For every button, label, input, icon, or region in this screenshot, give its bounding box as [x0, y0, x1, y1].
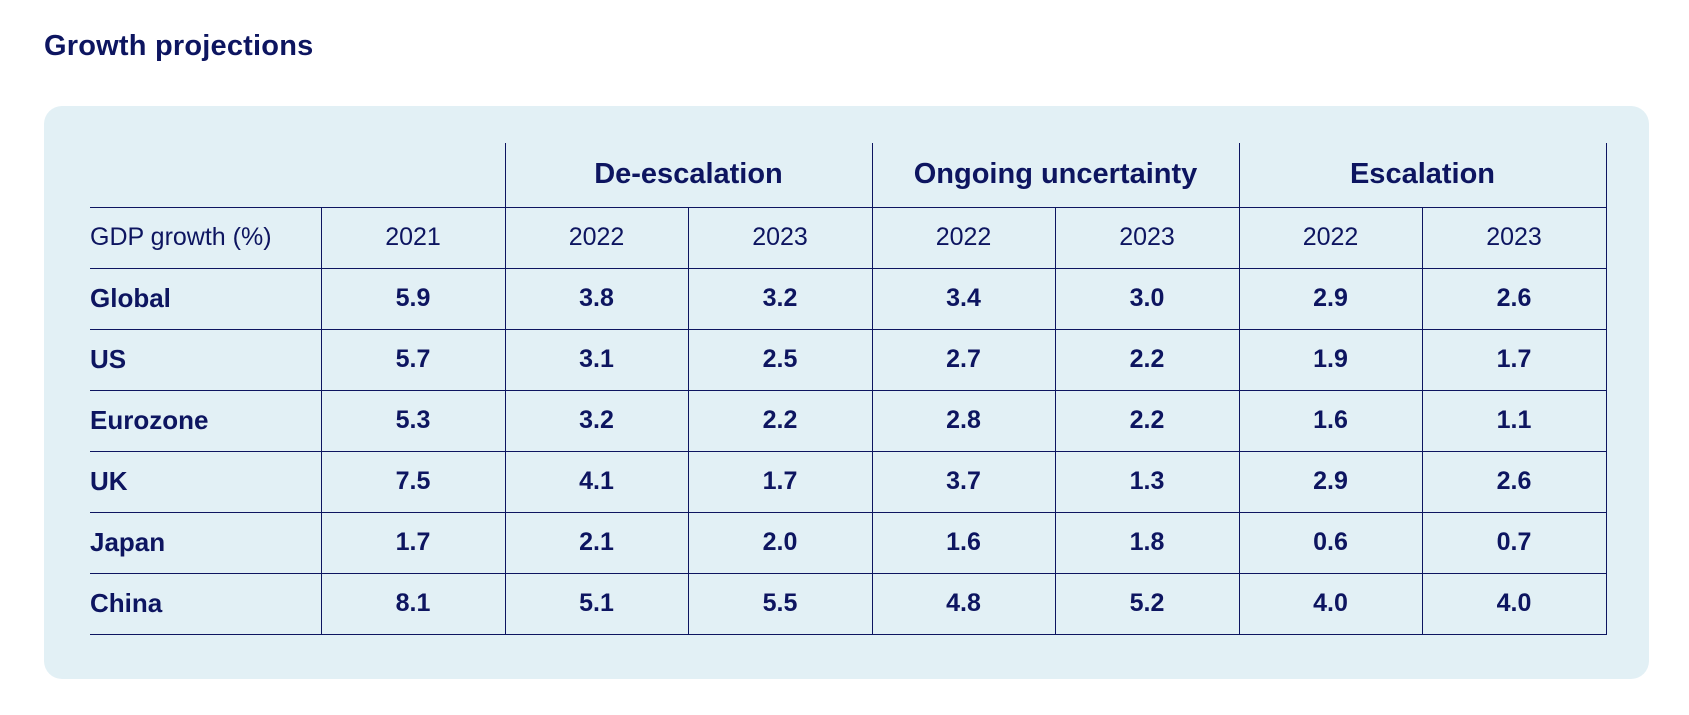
header-blank-cell — [90, 143, 505, 207]
value-cell: 1.7 — [687, 451, 872, 513]
row-label: China — [90, 573, 321, 635]
scenario-header: De-escalation — [504, 143, 872, 208]
value-cell: 4.0 — [1238, 573, 1422, 635]
value-cell: 2.6 — [1421, 451, 1607, 513]
value-cell: 5.7 — [320, 329, 505, 391]
value-cell: 5.2 — [1054, 573, 1239, 635]
value-cell: 5.5 — [687, 573, 872, 635]
value-cell: 4.1 — [504, 451, 688, 513]
scenario-header: Ongoing uncertainty — [871, 143, 1239, 208]
value-cell: 5.3 — [320, 390, 505, 452]
value-cell: 1.7 — [320, 512, 505, 574]
table-row: US 5.7 3.1 2.5 2.7 2.2 1.9 1.7 — [90, 329, 1607, 391]
value-cell: 3.4 — [871, 268, 1055, 330]
year-header: 2023 — [1054, 206, 1239, 269]
row-label: UK — [90, 451, 321, 513]
table-row: Eurozone 5.3 3.2 2.2 2.8 2.2 1.6 1.1 — [90, 390, 1607, 452]
value-cell: 3.7 — [871, 451, 1055, 513]
value-cell: 4.8 — [871, 573, 1055, 635]
growth-table: De-escalation Ongoing uncertainty Escala… — [90, 143, 1607, 635]
row-label: US — [90, 329, 321, 391]
row-label: Eurozone — [90, 390, 321, 452]
value-cell: 3.2 — [687, 268, 872, 330]
value-cell: 2.2 — [1054, 329, 1239, 391]
value-cell: 4.0 — [1421, 573, 1607, 635]
year-header: 2023 — [1421, 206, 1607, 269]
year-header: 2023 — [687, 206, 872, 269]
value-cell: 2.1 — [504, 512, 688, 574]
value-cell: 1.6 — [1238, 390, 1422, 452]
value-cell: 0.6 — [1238, 512, 1422, 574]
value-cell: 2.6 — [1421, 268, 1607, 330]
value-cell: 2.9 — [1238, 451, 1422, 513]
year-header: 2022 — [871, 206, 1055, 269]
scenario-header-row: De-escalation Ongoing uncertainty Escala… — [90, 143, 1607, 208]
value-cell: 7.5 — [320, 451, 505, 513]
value-cell: 2.5 — [687, 329, 872, 391]
value-cell: 1.3 — [1054, 451, 1239, 513]
value-cell: 2.2 — [1054, 390, 1239, 452]
table-row: Japan 1.7 2.1 2.0 1.6 1.8 0.6 0.7 — [90, 512, 1607, 574]
year-header: 2021 — [320, 206, 505, 269]
value-cell: 0.7 — [1421, 512, 1607, 574]
row-label: Global — [90, 268, 321, 330]
value-cell: 3.8 — [504, 268, 688, 330]
value-cell: 2.2 — [687, 390, 872, 452]
row-label: Japan — [90, 512, 321, 574]
value-cell: 1.1 — [1421, 390, 1607, 452]
year-header-row: GDP growth (%) 2021 2022 2023 2022 2023 … — [90, 206, 1607, 269]
value-cell: 5.9 — [320, 268, 505, 330]
value-cell: 1.7 — [1421, 329, 1607, 391]
value-cell: 2.7 — [871, 329, 1055, 391]
value-cell: 2.9 — [1238, 268, 1422, 330]
scenario-header: Escalation — [1238, 143, 1607, 208]
value-cell: 8.1 — [320, 573, 505, 635]
page-title: Growth projections — [44, 30, 314, 62]
table-row: Global 5.9 3.8 3.2 3.4 3.0 2.9 2.6 — [90, 268, 1607, 330]
value-cell: 1.6 — [871, 512, 1055, 574]
value-cell: 3.1 — [504, 329, 688, 391]
year-header: 2022 — [1238, 206, 1422, 269]
table-row: UK 7.5 4.1 1.7 3.7 1.3 2.9 2.6 — [90, 451, 1607, 513]
table-panel: De-escalation Ongoing uncertainty Escala… — [44, 106, 1649, 679]
value-cell: 1.8 — [1054, 512, 1239, 574]
value-cell: 1.9 — [1238, 329, 1422, 391]
value-cell: 2.8 — [871, 390, 1055, 452]
year-header: 2022 — [504, 206, 688, 269]
value-cell: 3.0 — [1054, 268, 1239, 330]
table-row: China 8.1 5.1 5.5 4.8 5.2 4.0 4.0 — [90, 573, 1607, 635]
value-cell: 2.0 — [687, 512, 872, 574]
value-cell: 5.1 — [504, 573, 688, 635]
row-header-label: GDP growth (%) — [90, 206, 321, 269]
value-cell: 3.2 — [504, 390, 688, 452]
